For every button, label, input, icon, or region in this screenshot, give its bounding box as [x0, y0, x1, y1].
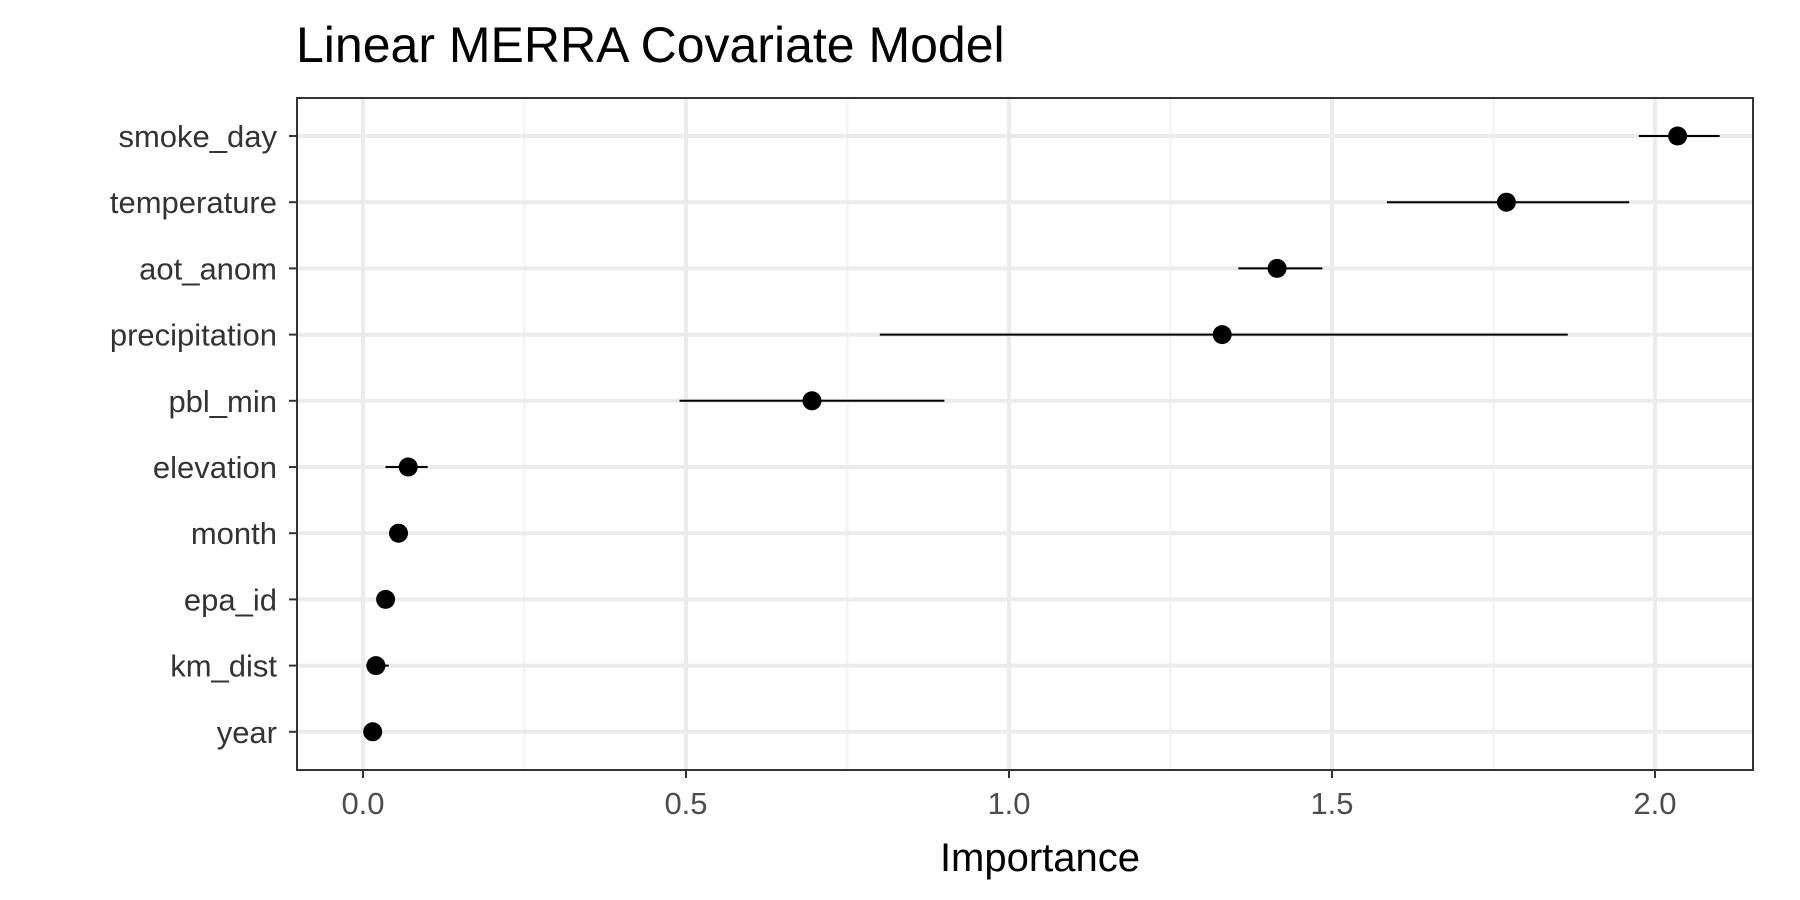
x-axis-ticks: 0.0 0.5 1.0 1.5 2.0	[341, 770, 1677, 821]
y-tick-label-month: month	[191, 516, 277, 551]
plot-panel	[296, 97, 1754, 771]
y-tick-label-epa_id: epa_id	[184, 582, 277, 617]
point-precipitation	[1212, 325, 1232, 345]
y-tick-label-aot_anom: aot_anom	[139, 251, 277, 286]
point-elevation	[398, 457, 418, 477]
point-month	[389, 523, 409, 543]
data-points	[363, 126, 1688, 742]
y-tick-label-elevation: elevation	[153, 450, 277, 485]
x-tick-label: 1.0	[987, 786, 1030, 821]
x-tick-label: 1.5	[1310, 786, 1353, 821]
point-km_dist	[366, 656, 386, 676]
point-pbl_min	[802, 391, 822, 411]
x-axis-title: Importance	[940, 836, 1140, 880]
point-temperature	[1496, 192, 1516, 212]
y-tick-label-km_dist: km_dist	[170, 649, 277, 684]
x-tick-label: 0.0	[341, 786, 384, 821]
y-tick-label-temperature: temperature	[110, 185, 277, 220]
point-aot_anom	[1267, 258, 1287, 278]
y-tick-label-year: year	[217, 715, 277, 750]
y-tick-label-pbl_min: pbl_min	[168, 384, 277, 419]
panel-background	[297, 98, 1753, 770]
y-tick-label-smoke_day: smoke_day	[118, 119, 277, 154]
point-year	[363, 722, 383, 742]
y-tick-label-precipitation: precipitation	[110, 318, 277, 353]
y-axis-ticks: smoke_day temperature aot_anom precipitatio…	[110, 119, 297, 750]
grid-lines	[297, 98, 1753, 770]
x-tick-label: 0.5	[664, 786, 707, 821]
x-tick-label: 2.0	[1633, 786, 1676, 821]
point-epa_id	[376, 589, 396, 609]
point-smoke_day	[1668, 126, 1688, 146]
chart-title: Linear MERRA Covariate Model	[296, 17, 1005, 73]
